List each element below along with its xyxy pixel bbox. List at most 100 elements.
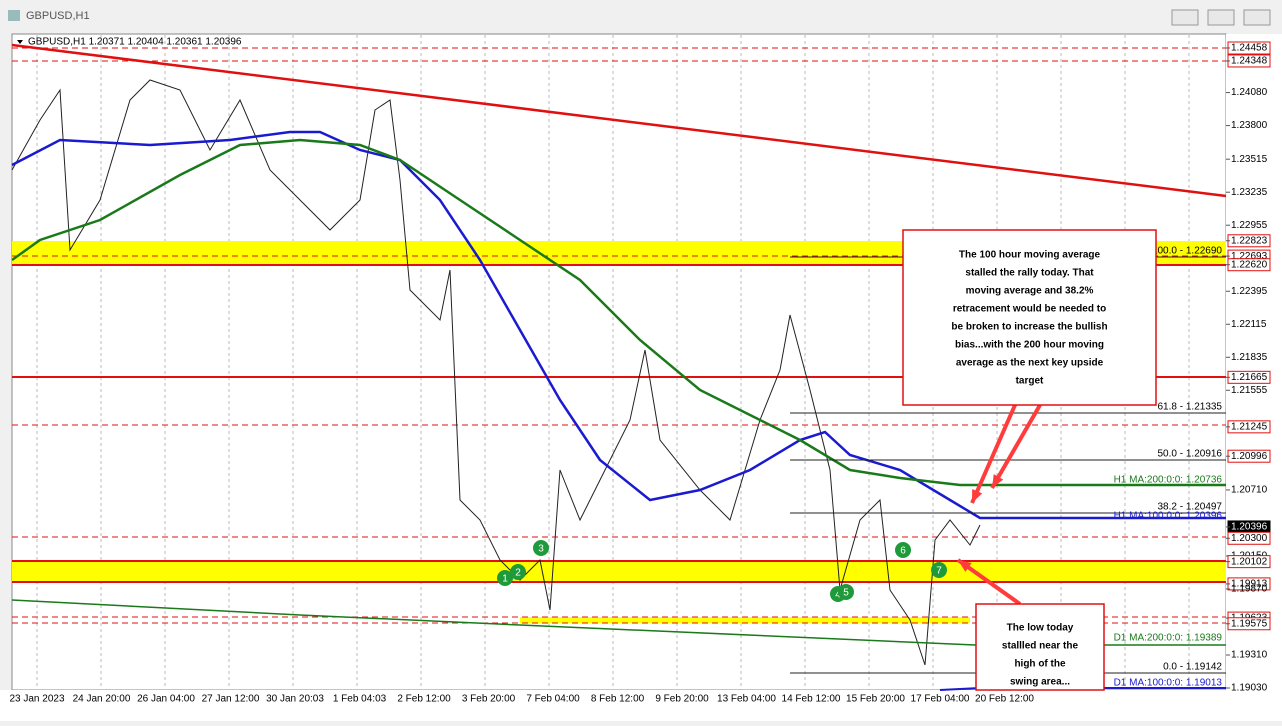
trend-line (11, 43, 1227, 198)
price-label: 1.22395 (1231, 286, 1268, 297)
annotation-text: stallled near the (1002, 641, 1079, 652)
ma-label: D1 MA:200:0:0: 1.19389 (1114, 633, 1223, 644)
annotation-text: be broken to increase the bullish (951, 322, 1107, 333)
marker-label: 3 (538, 544, 544, 555)
marker-label: 7 (936, 566, 942, 577)
price-label: 1.21835 (1231, 352, 1268, 363)
marker-label: 6 (900, 546, 906, 557)
marker-label: 5 (843, 588, 849, 599)
price-label: 1.19913 (1231, 579, 1268, 590)
price-label: 1.20996 (1231, 451, 1268, 462)
price-label: 1.20710 (1231, 485, 1268, 496)
annotation-box (902, 229, 1157, 406)
price-label: 1.24458 (1231, 43, 1268, 54)
price-label: 1.22693 (1231, 251, 1268, 262)
price-label: 1.20102 (1231, 556, 1268, 567)
marker-label: 2 (515, 568, 521, 579)
swing-band (520, 617, 970, 623)
time-label: 9 Feb 20:00 (655, 694, 709, 705)
title-bar (0, 0, 1282, 30)
price-label: 1.22620 (1231, 259, 1268, 270)
annotation-text: swing area... (1010, 677, 1070, 688)
time-label: 23 Jan 2023 (9, 694, 64, 705)
swing-marker (510, 564, 526, 580)
arrow-head (972, 489, 983, 503)
swing-marker (497, 570, 513, 586)
arrow (990, 403, 1042, 490)
fib-label: 61.8 - 1.21335 (1158, 402, 1223, 413)
time-label: 17 Feb 04:00 (911, 694, 970, 705)
swing-marker (895, 542, 911, 558)
time-label: 8 Feb 12:00 (591, 694, 645, 705)
minimize-button[interactable] (1171, 9, 1199, 26)
h1-ma-200 (11, 138, 1226, 487)
chart-header: GBPUSD,H1 1.20371 1.20404 1.20361 1.2039… (28, 37, 242, 48)
annotation-text: The 100 hour moving average (959, 250, 1101, 261)
time-label: 27 Jan 12:00 (202, 694, 260, 705)
annotation-text: high of the (1014, 659, 1066, 670)
marker-label: 1 (502, 574, 508, 585)
support-band (12, 561, 1226, 582)
fib-label: 38.2 - 1.20497 (1158, 502, 1223, 513)
ma-label: D1 MA:100:0:0: 1.19013 (1114, 678, 1223, 689)
price-label: 1.22823 (1231, 235, 1268, 246)
fib-label: 100.0 - 1.22690 (1152, 246, 1222, 257)
plot: 100.0 - 1.22690 61.8 - 1.21335 50.0 - 1.20… (9, 35, 1271, 705)
ma-label: H1 MA:200:0:0: 1.20736 (1114, 475, 1223, 486)
time-label: 24 Jan 20:00 (73, 694, 131, 705)
price-label: 1.23515 (1231, 154, 1268, 165)
arrow (970, 404, 1017, 504)
annotation-text: average as the next key upside (956, 358, 1104, 369)
time-label: 1 Feb 04:03 (333, 694, 387, 705)
swing-marker (931, 562, 947, 578)
annotation-text: The low today (1007, 623, 1074, 634)
price-label: 1.21665 (1231, 372, 1268, 383)
fib-label: 0.0 - 1.19142 (1163, 662, 1222, 673)
price-label: 1.21245 (1231, 421, 1268, 432)
fib-label: 50.0 - 1.20916 (1158, 449, 1223, 460)
swing-marker (838, 584, 854, 600)
close-button[interactable] (1243, 9, 1271, 26)
window-title: GBPUSD,H1 (26, 10, 90, 22)
price-label: 1.20396 (1231, 522, 1268, 533)
price-label: 1.23235 (1231, 187, 1268, 198)
price-label: 1.19310 (1231, 650, 1268, 661)
annotation-text: bias...with the 200 hour moving (955, 340, 1104, 351)
time-label: 20 Feb 12:00 (975, 694, 1034, 705)
annotation-box (975, 603, 1105, 691)
price-label: 1.22115 (1231, 319, 1267, 330)
time-label: 30 Jan 20:03 (266, 694, 324, 705)
annotation-text: retracement would be needed to (953, 304, 1106, 315)
price-label: 1.24348 (1231, 56, 1268, 67)
price-label: 1.21555 (1231, 385, 1268, 396)
marker-label: 4 (835, 590, 841, 601)
price-label: 1.20300 (1231, 533, 1268, 544)
price-label: 1.19030 (1231, 683, 1268, 694)
time-label: 14 Feb 12:00 (782, 694, 841, 705)
price-label: 1.19575 (1231, 618, 1268, 629)
window-icon (8, 10, 20, 21)
annotation-text: target (1016, 376, 1044, 387)
maximize-button[interactable] (1207, 9, 1235, 26)
header-arrow (17, 40, 23, 44)
arrow-head (958, 560, 972, 572)
swing-marker (533, 540, 549, 556)
ma-label: H1 MA:100:0:0: 1.20396 (1114, 511, 1223, 522)
time-axis (0, 690, 1282, 721)
time-label: 13 Feb 04:00 (717, 694, 776, 705)
price-label: 1.23800 (1231, 120, 1268, 131)
time-label: 2 Feb 12:00 (397, 694, 451, 705)
price-label: 1.24080 (1231, 87, 1268, 98)
time-label: 3 Feb 20:00 (462, 694, 516, 705)
arrow-head (992, 474, 1004, 488)
time-label: 26 Jan 04:00 (137, 694, 195, 705)
annotation-text: stalled the rally today. That (965, 268, 1094, 279)
price-label: 1.22955 (1231, 220, 1268, 231)
price-line (11, 79, 981, 666)
time-label: 15 Feb 20:00 (846, 694, 905, 705)
annotation-text: moving average and 38.2% (966, 286, 1094, 297)
time-label: 7 Feb 04:00 (526, 694, 580, 705)
price-label: 1.19870 (1231, 584, 1268, 595)
